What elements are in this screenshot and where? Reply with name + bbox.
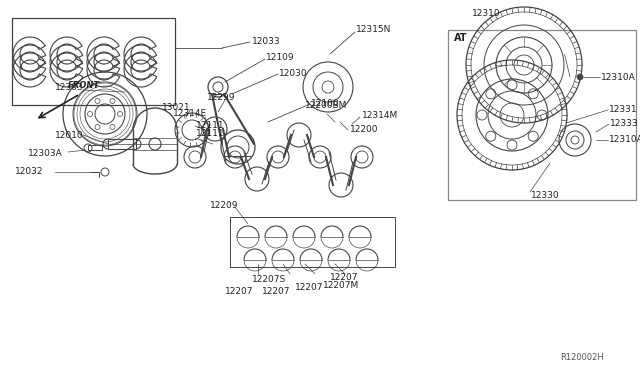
Text: 12030: 12030 <box>279 70 308 78</box>
Text: R120002H: R120002H <box>560 353 604 362</box>
Text: 12310A: 12310A <box>601 73 636 81</box>
Bar <box>108 139 136 149</box>
Text: 12207: 12207 <box>330 273 358 282</box>
Text: 12331: 12331 <box>609 106 637 115</box>
Text: 13021: 13021 <box>162 103 191 112</box>
Text: 12033: 12033 <box>252 38 280 46</box>
Text: 12333: 12333 <box>610 119 639 128</box>
Text: 12111: 12111 <box>196 122 225 131</box>
Bar <box>448 30 636 200</box>
Text: 12310A: 12310A <box>609 135 640 144</box>
Text: 12303: 12303 <box>55 83 84 93</box>
Bar <box>12 18 175 105</box>
Text: 12032: 12032 <box>15 167 44 176</box>
Text: 12314E: 12314E <box>173 109 207 119</box>
Text: 12207S: 12207S <box>252 276 286 285</box>
Text: 12303A: 12303A <box>28 148 63 157</box>
Circle shape <box>577 74 583 80</box>
Text: 12207: 12207 <box>262 288 291 296</box>
Text: 12207M: 12207M <box>323 282 359 291</box>
Bar <box>88 145 102 150</box>
Text: 12207: 12207 <box>225 288 253 296</box>
Text: FRONT: FRONT <box>68 81 100 90</box>
Text: 12200: 12200 <box>350 125 378 135</box>
Text: 12010: 12010 <box>55 131 84 140</box>
Text: 12200BM: 12200BM <box>305 102 348 110</box>
Text: 12111: 12111 <box>196 129 225 138</box>
Text: 12310: 12310 <box>472 10 500 19</box>
Text: 12299: 12299 <box>207 93 236 103</box>
Text: 12314M: 12314M <box>362 112 398 121</box>
Text: 12207: 12207 <box>295 282 323 292</box>
Text: 12330: 12330 <box>531 190 559 199</box>
Text: 12100: 12100 <box>311 99 340 109</box>
Text: 12315N: 12315N <box>356 26 392 35</box>
Text: 12109: 12109 <box>266 54 294 62</box>
Text: AT: AT <box>454 33 467 43</box>
Text: 12209: 12209 <box>210 201 239 209</box>
